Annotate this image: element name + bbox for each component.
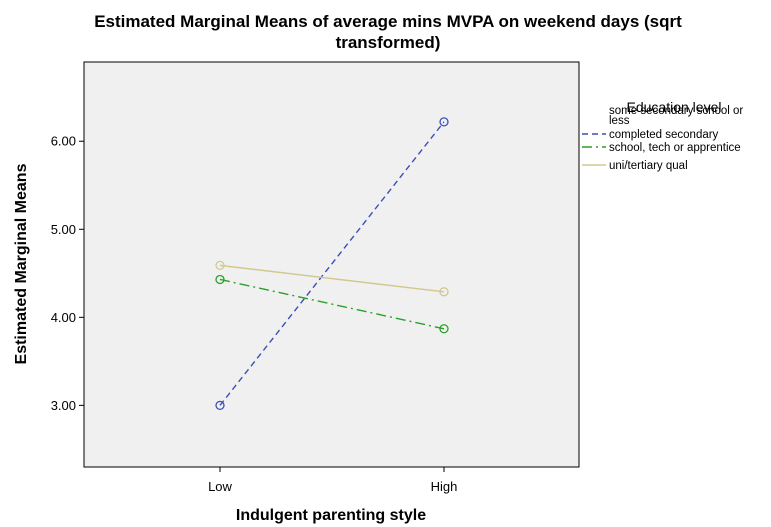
data-point xyxy=(215,274,225,285)
data-point xyxy=(215,400,225,411)
chart-title-line-1: Estimated Marginal Means of average mins… xyxy=(94,12,682,31)
y-axis-title: Estimated Marginal Means xyxy=(13,163,30,364)
y-tick-label: 6.00 xyxy=(51,134,76,149)
series-line xyxy=(219,264,445,293)
data-point xyxy=(215,260,225,271)
plot-area xyxy=(83,61,580,468)
legend: Education level some secondary school or… xyxy=(582,99,743,172)
y-axis: 3.00 4.00 5.00 6.00 xyxy=(51,134,84,413)
chart-title-line-2: transformed) xyxy=(336,33,441,52)
y-tick-label: 5.00 xyxy=(51,222,76,237)
legend-title: Education level xyxy=(627,99,722,115)
data-point xyxy=(439,287,449,297)
x-tick-label: Low xyxy=(208,479,232,494)
legend-label: less xyxy=(609,115,630,127)
x-axis-title: Indulgent parenting style xyxy=(236,507,426,524)
y-tick-label: 3.00 xyxy=(51,398,76,413)
series-group xyxy=(215,117,449,411)
legend-label: completed secondary xyxy=(609,129,719,141)
data-point xyxy=(439,324,449,334)
legend-label: uni/tertiary qual xyxy=(609,160,688,172)
chart-title: Estimated Marginal Means of average mins… xyxy=(94,12,682,52)
y-tick-label: 4.00 xyxy=(51,310,76,325)
series-line xyxy=(219,278,445,330)
data-point xyxy=(439,117,449,127)
legend-label: school, tech or apprentice xyxy=(609,142,741,154)
series-1 xyxy=(215,117,449,411)
legend-label: some secondary school or xyxy=(609,105,743,117)
x-tick-label: High xyxy=(431,479,458,494)
series-3 xyxy=(215,260,449,297)
series-line xyxy=(219,121,445,406)
x-axis: Low High xyxy=(208,467,457,494)
series-2 xyxy=(215,274,449,334)
